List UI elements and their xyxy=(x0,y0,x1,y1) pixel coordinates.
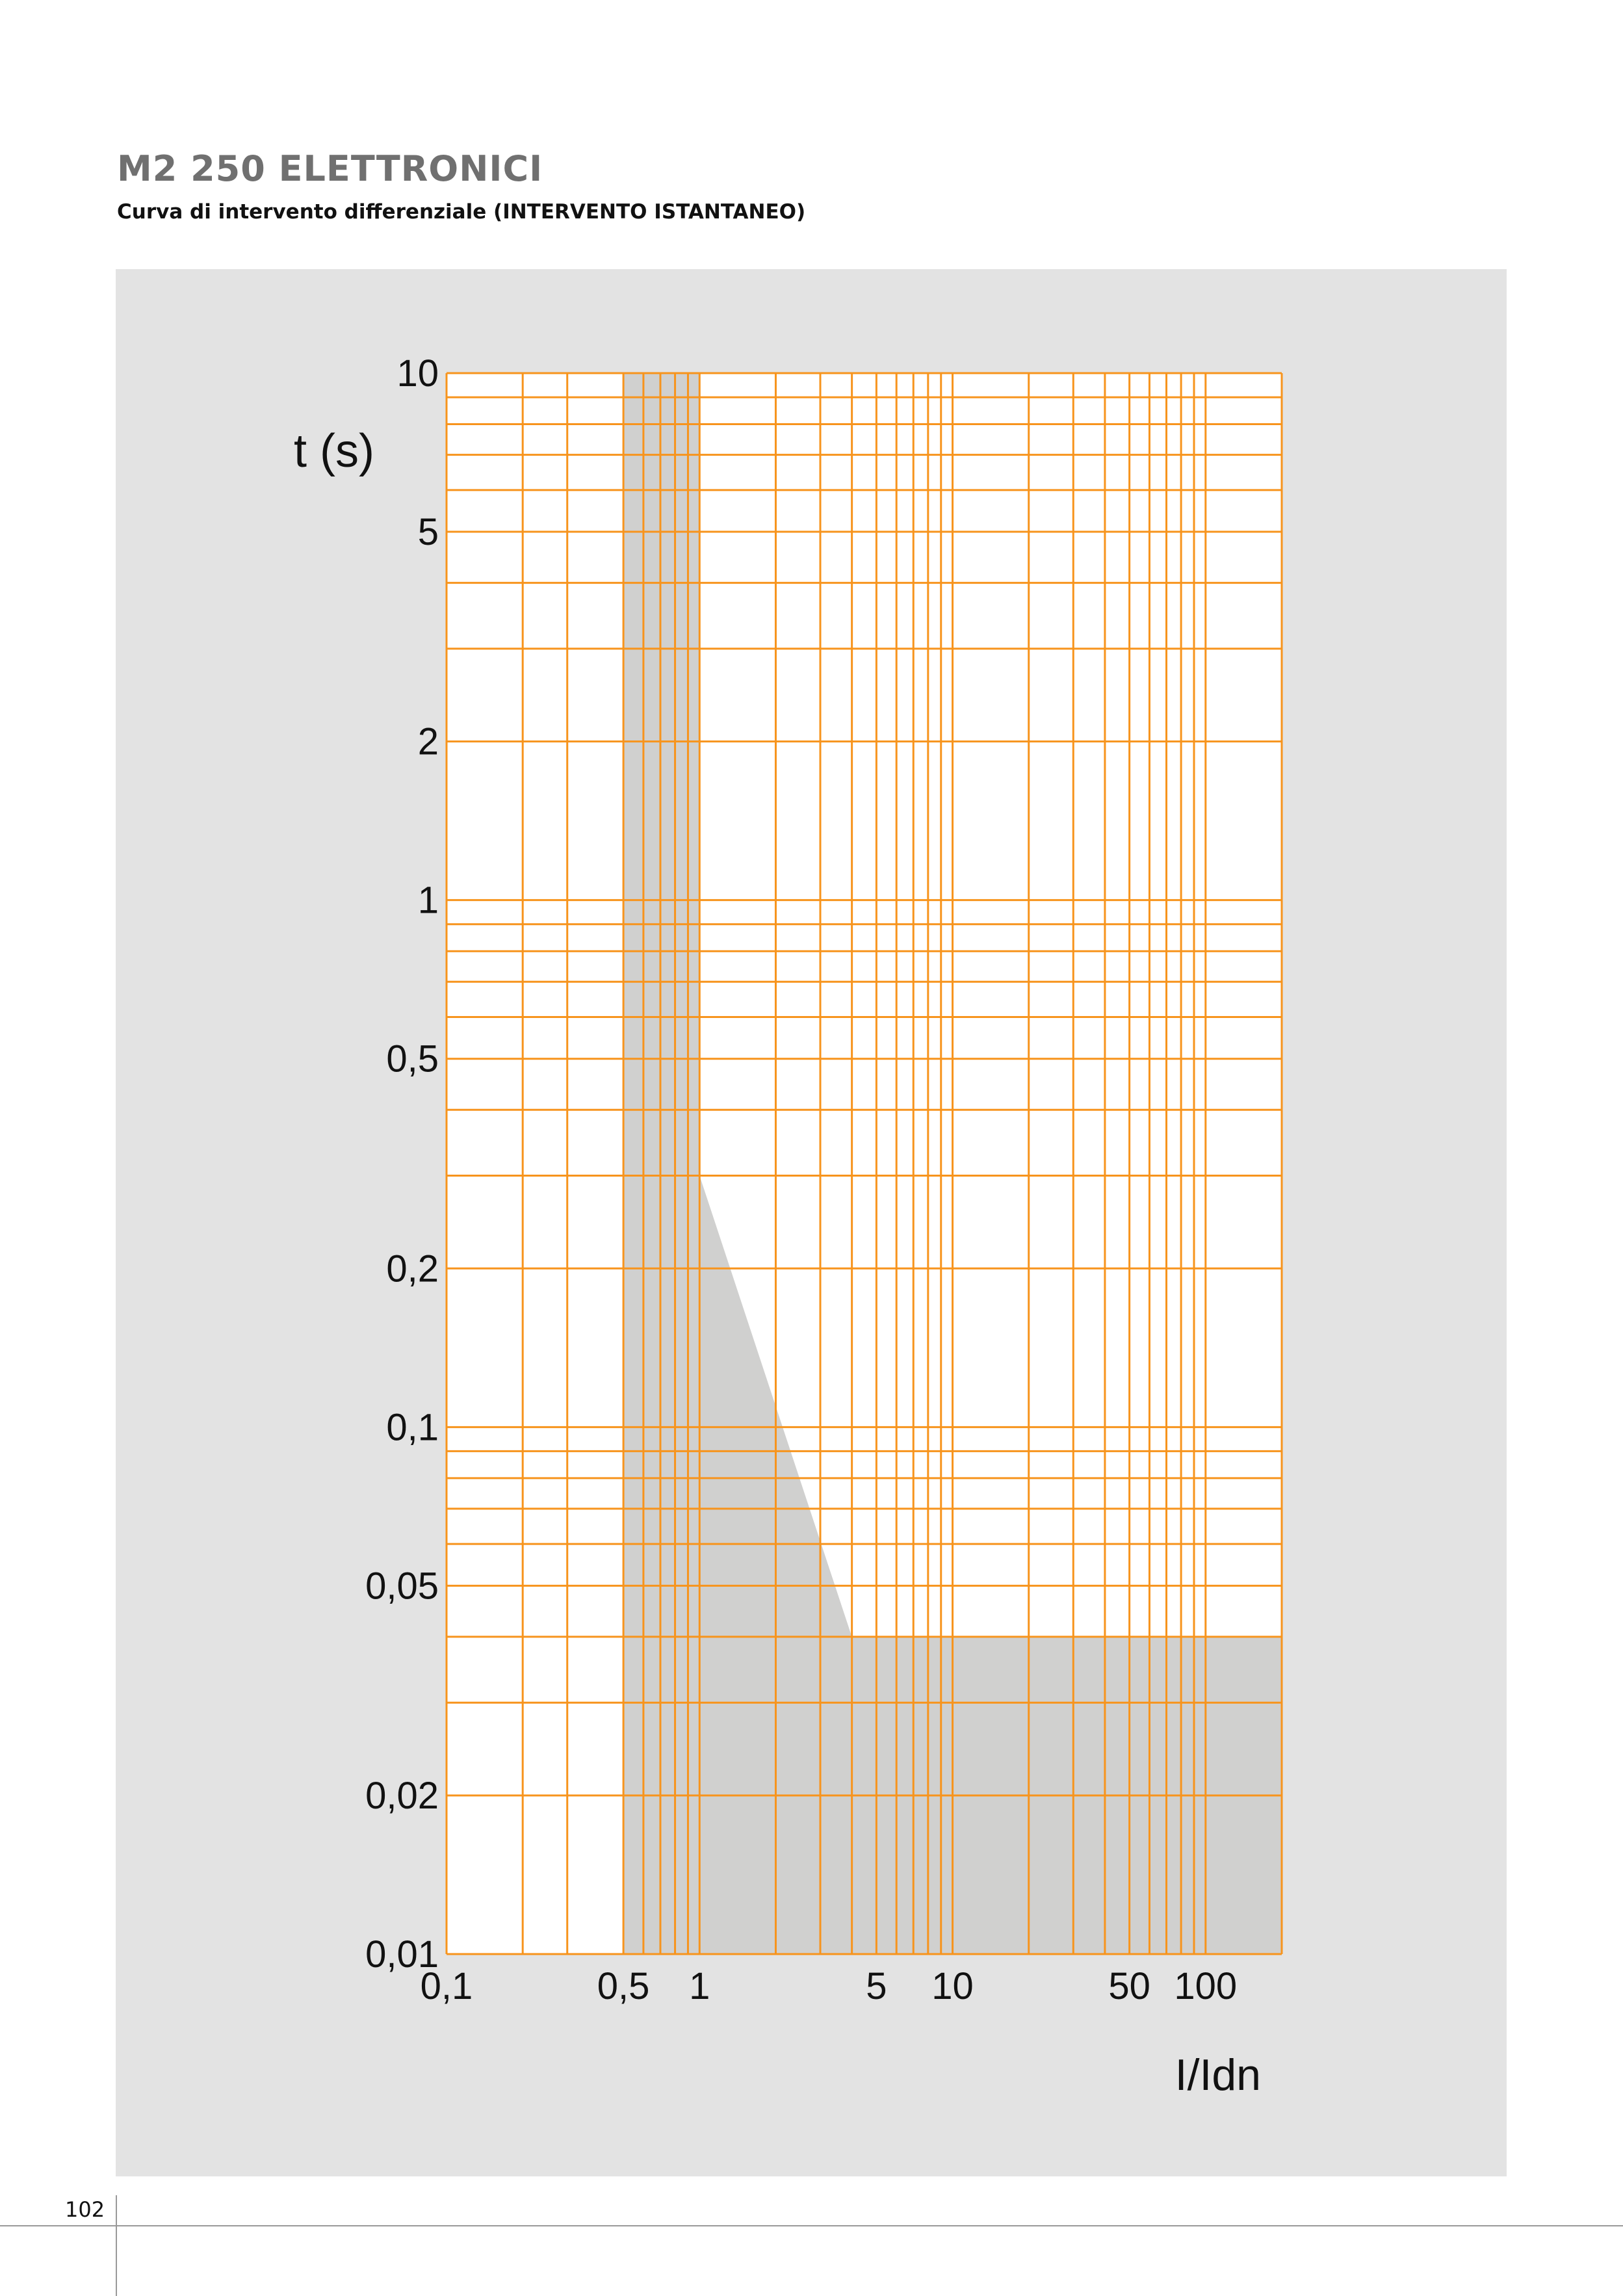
x-tick-label: 5 xyxy=(866,1965,887,2007)
x-tick-label: 1 xyxy=(689,1965,710,2007)
x-tick-label: 0,1 xyxy=(421,1965,473,2007)
y-tick-label: 5 xyxy=(418,511,439,553)
x-tick-label: 0,5 xyxy=(597,1965,650,2007)
x-axis-label: I/Idn xyxy=(1175,2050,1261,2100)
y-tick-label: 1 xyxy=(418,880,439,922)
page-number: 102 xyxy=(65,2197,105,2222)
y-tick-label: 0,01 xyxy=(365,1933,439,1976)
y-tick-label: 0,5 xyxy=(386,1038,439,1080)
page-subtitle: Curva di intervento differenziale (INTER… xyxy=(117,200,806,224)
y-tick-label: 0,1 xyxy=(386,1406,439,1448)
x-tick-label: 10 xyxy=(931,1965,974,2007)
y-tick-label: 10 xyxy=(396,352,439,395)
x-tick-label: 50 xyxy=(1108,1965,1150,2007)
footer-divider xyxy=(0,2225,1623,2226)
x-tick-label: 100 xyxy=(1174,1965,1237,2007)
y-tick-label: 2 xyxy=(418,721,439,763)
footer-margin-line xyxy=(116,2195,117,2296)
y-axis-label: t (s) xyxy=(294,425,374,477)
trip-zone-area xyxy=(623,373,1282,1954)
y-tick-label: 0,05 xyxy=(365,1565,439,1607)
y-tick-label: 0,02 xyxy=(365,1775,439,1817)
page-title: M2 250 ELETTRONICI xyxy=(117,148,543,189)
y-tick-label: 0,2 xyxy=(386,1247,439,1290)
